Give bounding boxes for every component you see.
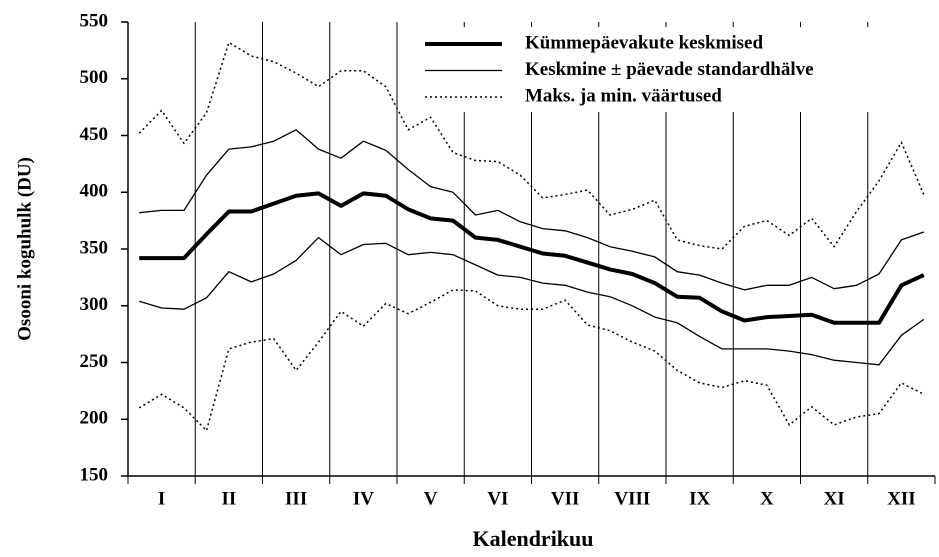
x-tick-label: XII bbox=[887, 488, 916, 509]
x-tick-label: I bbox=[158, 488, 165, 509]
y-tick-label: 200 bbox=[80, 408, 109, 429]
y-tick-label: 250 bbox=[80, 351, 109, 372]
y-tick-label: 150 bbox=[80, 464, 109, 485]
x-tick-label: XI bbox=[824, 488, 845, 509]
data-line bbox=[139, 129, 925, 291]
y-tick-label: 450 bbox=[80, 124, 109, 145]
x-tick-label: VI bbox=[487, 488, 508, 509]
y-tick-label: 300 bbox=[80, 294, 109, 315]
x-tick-label: IX bbox=[689, 488, 710, 509]
y-tick-label: 400 bbox=[80, 181, 109, 202]
x-axis-label: Kalendrikuu bbox=[472, 526, 593, 551]
x-tick-label: II bbox=[221, 488, 236, 509]
legend-label: Kümmepäevakute keskmised bbox=[525, 32, 763, 53]
y-tick-label: 550 bbox=[80, 10, 109, 31]
legend-label: Keskmine ± päevade standardhälve bbox=[525, 59, 814, 80]
data-line bbox=[139, 236, 925, 366]
x-tick-label: VII bbox=[551, 488, 580, 509]
x-tick-label: VIII bbox=[614, 488, 650, 509]
legend-label: Maks. ja min. väärtused bbox=[525, 85, 722, 106]
legend-background bbox=[408, 27, 939, 112]
data-line bbox=[138, 41, 925, 250]
x-tick-label: X bbox=[760, 488, 774, 509]
data-line bbox=[138, 289, 925, 432]
x-tick-label: V bbox=[424, 488, 438, 509]
y-tick-label: 500 bbox=[80, 67, 109, 88]
y-tick-label: 350 bbox=[80, 237, 109, 258]
y-axis-label: Osooni koguhulk (DU) bbox=[14, 157, 35, 341]
x-tick-label: IV bbox=[353, 488, 374, 509]
data-line bbox=[139, 191, 925, 325]
x-tick-label: III bbox=[285, 488, 307, 509]
